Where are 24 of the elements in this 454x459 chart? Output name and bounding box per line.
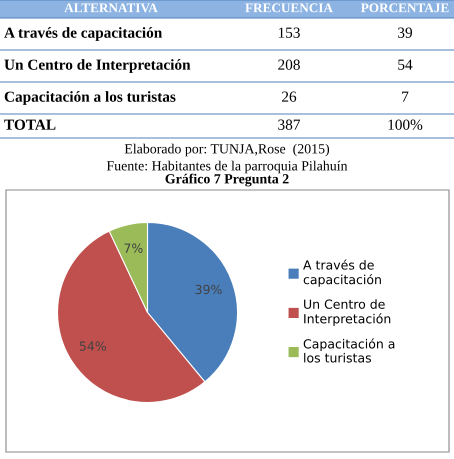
source-note: Fuente: Habitantes de la parroquia Pilahuín xyxy=(106,160,348,174)
category-label: Un Centro de Interpretación xyxy=(4,59,190,73)
legend-label: A través de capacitación xyxy=(303,260,381,287)
chart-title: Gráfico 7 Pregunta 2 xyxy=(166,174,289,186)
text: TOTAL xyxy=(4,120,56,130)
text: ALTERNATIVA xyxy=(64,3,158,12)
text: FRECUENCIA xyxy=(245,3,333,12)
data-label: 153 xyxy=(278,28,300,38)
data-label: 208 xyxy=(278,60,300,70)
text: 100% xyxy=(388,120,422,130)
text: PORCENTAJE xyxy=(360,3,449,12)
data-label: 54 xyxy=(398,60,412,70)
data-label: 54% xyxy=(80,341,106,351)
category-label: Capacitación a los turistas xyxy=(4,91,176,105)
data-label: 26 xyxy=(282,92,296,102)
text: Elaborado por: TUNJA,Rose (2015) xyxy=(124,144,330,156)
data-label: 39 xyxy=(398,28,412,38)
data-label: 39% xyxy=(196,284,222,294)
category-label: A través de capacitación xyxy=(4,27,162,41)
data-label: 7% xyxy=(124,243,143,253)
legend-label: Capacitación a los turistas xyxy=(304,338,394,363)
legend-label: Un Centro de Interpretación xyxy=(304,299,390,326)
data-label: 7 xyxy=(402,92,408,102)
text: 387 xyxy=(278,120,300,130)
